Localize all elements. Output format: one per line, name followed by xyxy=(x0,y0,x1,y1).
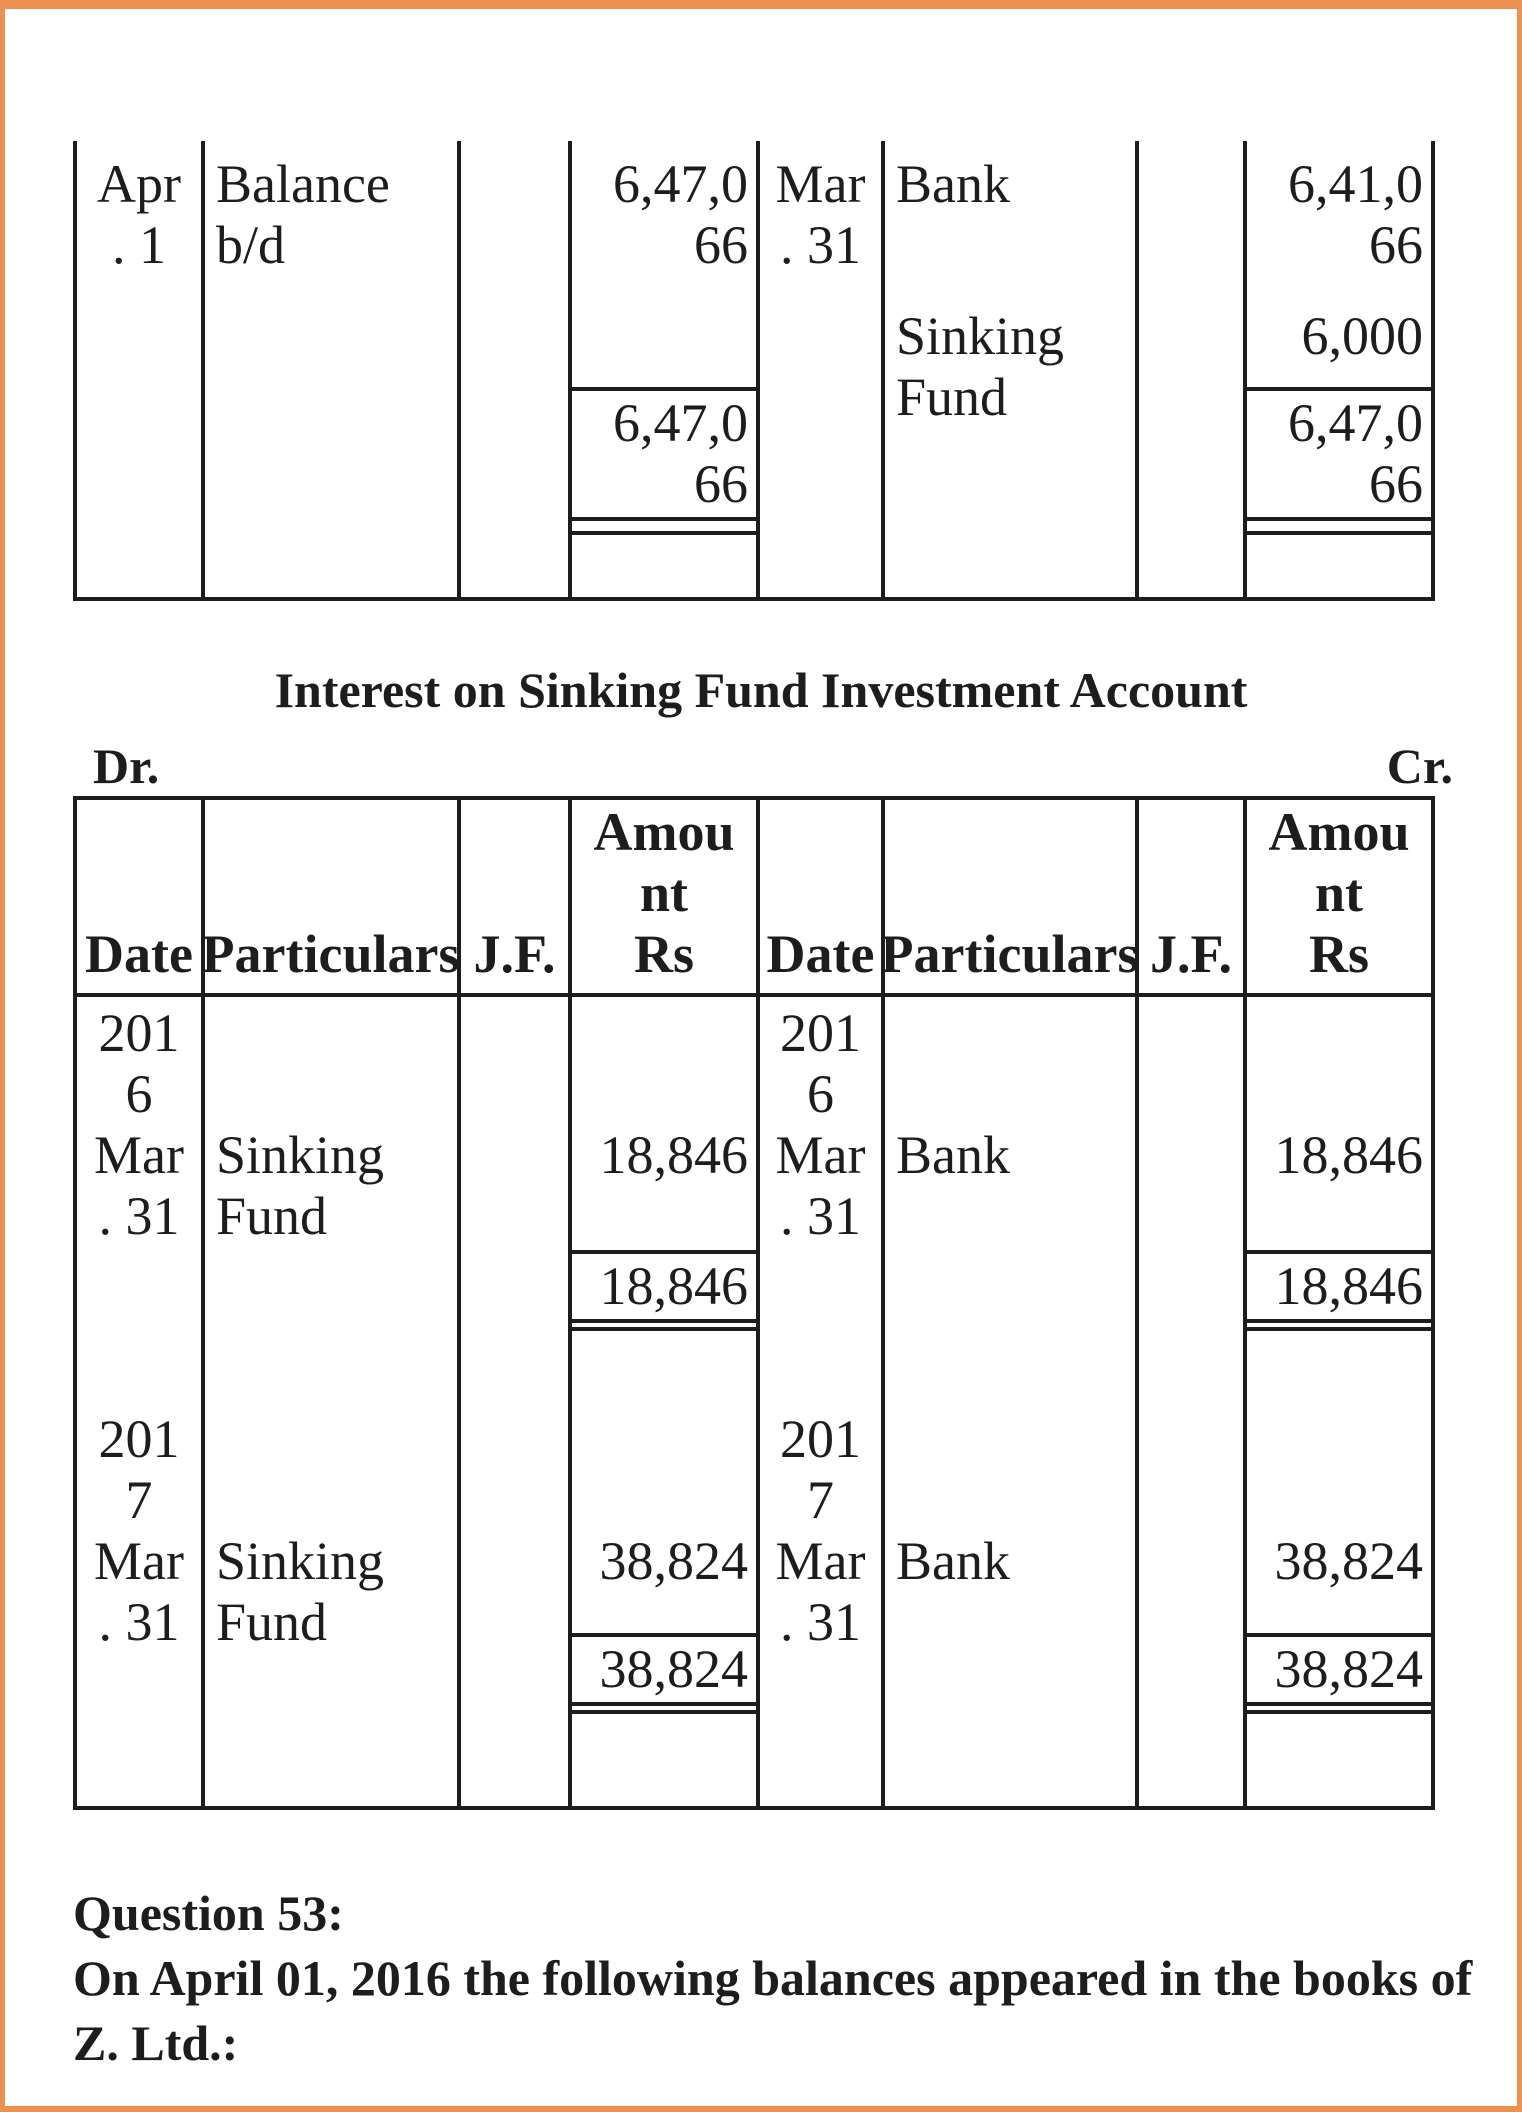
top-dr-amount-cell: 6,47,066 6,47,066 xyxy=(568,141,756,597)
entry-amount: 18,846 xyxy=(599,1125,749,1185)
dr-jf-column xyxy=(457,997,568,1806)
table-body: 2016 Mar. 31 2017 Mar. 31 Sinking Fund S… xyxy=(77,997,1431,1806)
dr-amount-column: 18,846 18,846 38,824 38,824 xyxy=(568,997,756,1806)
top-cr-date: Mar. 31 xyxy=(775,154,866,275)
header-cr-amount: Amount Rs xyxy=(1243,800,1431,993)
top-dr-total: 6,47,066 xyxy=(572,387,756,521)
top-dr-date-cell: Apr. 1 xyxy=(77,141,201,597)
double-rule xyxy=(1247,1327,1431,1331)
entry-amount: 38,824 xyxy=(1274,1531,1424,1591)
currency-header-label: Rs xyxy=(633,924,694,984)
entry-day: Mar. 31 xyxy=(94,1125,184,1246)
double-rule xyxy=(572,531,756,535)
entry-amount: 18,846 xyxy=(1274,1125,1424,1185)
amount-header-label: Amount xyxy=(1268,802,1410,923)
entry-day: Mar. 31 xyxy=(94,1531,184,1652)
account-title: Interest on Sinking Fund Investment Acco… xyxy=(274,662,1248,718)
dr-label: Dr. xyxy=(93,738,160,794)
question-text: On April 01, 2016 the following balances… xyxy=(73,1950,1473,2071)
currency-header-label: Rs xyxy=(1308,924,1369,984)
header-cr-date: Date xyxy=(756,800,881,993)
header-dr-amount: Amount Rs xyxy=(568,800,756,993)
entry-year: 2017 xyxy=(98,1409,180,1530)
cr-amount-column: 18,846 18,846 38,824 38,824 xyxy=(1243,997,1431,1806)
entry-day: Mar. 31 xyxy=(775,1531,866,1652)
top-cr-amount-cell: 6,41,066 6,000 6,47,066 xyxy=(1243,141,1431,597)
entry-amount: 38,824 xyxy=(599,1531,749,1591)
top-cr-jf-cell xyxy=(1135,141,1243,597)
top-cr-amount-2: 6,000 xyxy=(1301,306,1424,366)
top-ledger-table: Apr. 1 Balance b/d 6,47,066 6,47,066 Mar… xyxy=(73,141,1435,601)
entry-date: 2017 Mar. 31 xyxy=(77,1409,201,1653)
entry-year: 2017 xyxy=(780,1409,861,1530)
entry-date: 2016 Mar. 31 xyxy=(760,1003,881,1247)
double-rule xyxy=(572,1710,756,1714)
top-dr-jf-cell xyxy=(457,141,568,597)
top-cr-particulars-cell: Bank Sinking Fund xyxy=(881,141,1135,597)
entry-day: Mar. 31 xyxy=(775,1125,866,1246)
header-dr-jf: J.F. xyxy=(457,800,568,993)
entry-particulars: Bank xyxy=(896,1531,1010,1591)
double-rule xyxy=(1247,1710,1431,1714)
question-block: Question 53: On April 01, 2016 the follo… xyxy=(73,1881,1493,2076)
top-cr-total: 6,47,066 xyxy=(1247,387,1431,521)
header-cr-jf: J.F. xyxy=(1135,800,1243,993)
top-cr-particulars-2: Sinking Fund xyxy=(896,306,1065,427)
double-rule xyxy=(1247,531,1431,535)
dr-particulars-column: Sinking Fund Sinking Fund xyxy=(201,997,457,1806)
double-rule xyxy=(572,1327,756,1331)
top-dr-particulars: Balance b/d xyxy=(216,154,390,275)
top-cr-date-cell: Mar. 31 xyxy=(756,141,881,597)
top-cr-particulars-1: Bank xyxy=(896,154,1010,214)
cr-particulars-column: Bank Bank xyxy=(881,997,1135,1806)
entry-particulars: Sinking Fund xyxy=(216,1531,385,1652)
table-header-row: Date Particulars J.F. Amount Rs Date Par… xyxy=(77,800,1431,997)
entry-particulars: Bank xyxy=(896,1125,1010,1185)
top-cr-amount-1: 6,41,066 xyxy=(1288,154,1423,275)
interest-account-table: Date Particulars J.F. Amount Rs Date Par… xyxy=(73,796,1435,1810)
entry-year: 2016 xyxy=(98,1003,180,1124)
entry-total: 18,846 xyxy=(572,1250,756,1323)
entry-total: 38,824 xyxy=(1247,1633,1431,1706)
question-label: Question 53: xyxy=(73,1885,344,1941)
dr-date-column: 2016 Mar. 31 2017 Mar. 31 xyxy=(77,997,201,1806)
header-cr-particulars: Particulars xyxy=(881,800,1138,993)
header-dr-date: Date xyxy=(85,924,193,984)
entry-particulars: Sinking Fund xyxy=(216,1125,385,1246)
top-dr-amount: 6,47,066 xyxy=(613,154,748,275)
cr-label: Cr. xyxy=(1386,738,1453,794)
amount-header-label: Amount xyxy=(593,802,735,923)
entry-date: 2016 Mar. 31 xyxy=(77,1003,201,1247)
entry-date: 2017 Mar. 31 xyxy=(760,1409,881,1653)
header-dr-particulars: Particulars xyxy=(201,800,459,993)
entry-year: 2016 xyxy=(780,1003,861,1124)
top-dr-particulars-cell: Balance b/d xyxy=(201,141,457,597)
entry-total: 38,824 xyxy=(572,1633,756,1706)
cr-date-column: 2016 Mar. 31 2017 Mar. 31 xyxy=(756,997,881,1806)
cr-jf-column xyxy=(1135,997,1243,1806)
entry-total: 18,846 xyxy=(1247,1250,1431,1323)
top-dr-date: Apr. 1 xyxy=(97,154,181,275)
